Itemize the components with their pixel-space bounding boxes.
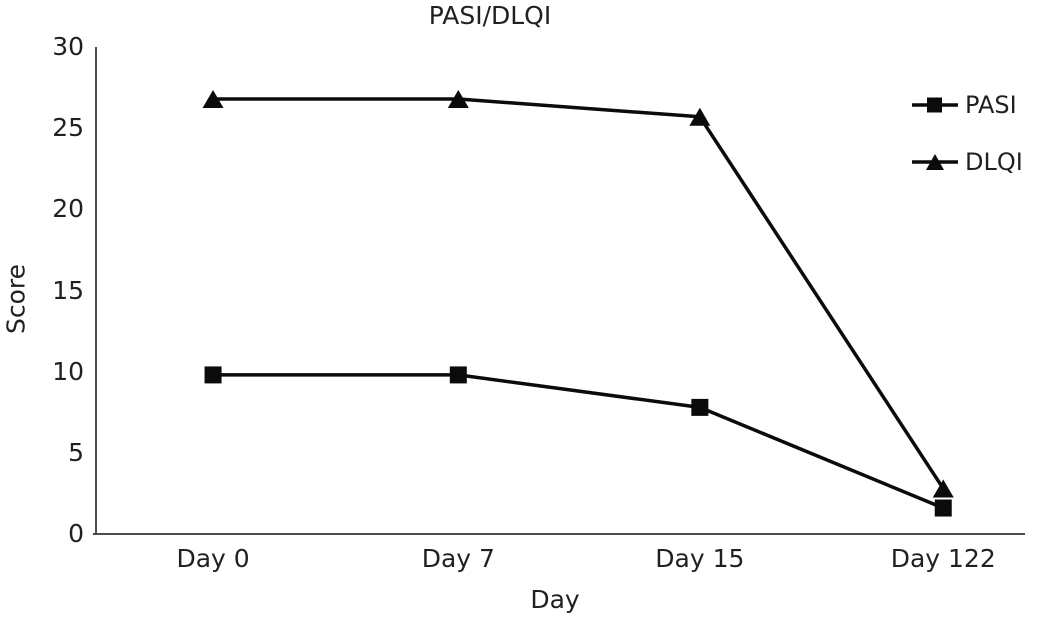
x-tick-label: Day 7 <box>421 544 495 573</box>
square-marker-icon <box>912 97 958 113</box>
series-marker-pasi <box>691 398 709 416</box>
triangle-marker-icon <box>912 154 958 170</box>
series-line-pasi <box>213 373 944 510</box>
y-tick-label: 0 <box>68 519 84 548</box>
y-tick-label: 20 <box>52 194 84 224</box>
x-tick-label: Day 122 <box>890 544 996 573</box>
legend-label-pasi: PASI <box>965 91 1017 119</box>
legend-item-dlqi: DLQI <box>912 147 1023 177</box>
series-marker-dlqi <box>932 479 954 498</box>
y-tick-label: 30 <box>52 32 84 61</box>
series-marker-pasi <box>449 366 467 384</box>
legend-item-pasi: PASI <box>912 90 1023 120</box>
y-tick-label: 25 <box>52 113 84 143</box>
series-marker-pasi <box>934 499 952 517</box>
x-tick-label: Day 0 <box>176 544 250 573</box>
y-tick-label: 15 <box>52 275 84 305</box>
series-line-dlqi <box>213 97 945 490</box>
y-tick-label: 10 <box>52 356 84 386</box>
series-marker-dlqi <box>202 89 224 108</box>
legend-label-dlqi: DLQI <box>965 148 1023 176</box>
legend: PASI DLQI <box>912 90 1023 204</box>
y-tick-label: 5 <box>68 437 84 467</box>
series-marker-dlqi <box>689 107 711 126</box>
x-tick-label: Day 15 <box>655 544 745 573</box>
series-marker-dlqi <box>447 89 469 108</box>
x-axis-title: Day <box>530 585 580 614</box>
series-marker-pasi <box>204 366 222 384</box>
chart-title: PASI/DLQI <box>428 1 552 30</box>
